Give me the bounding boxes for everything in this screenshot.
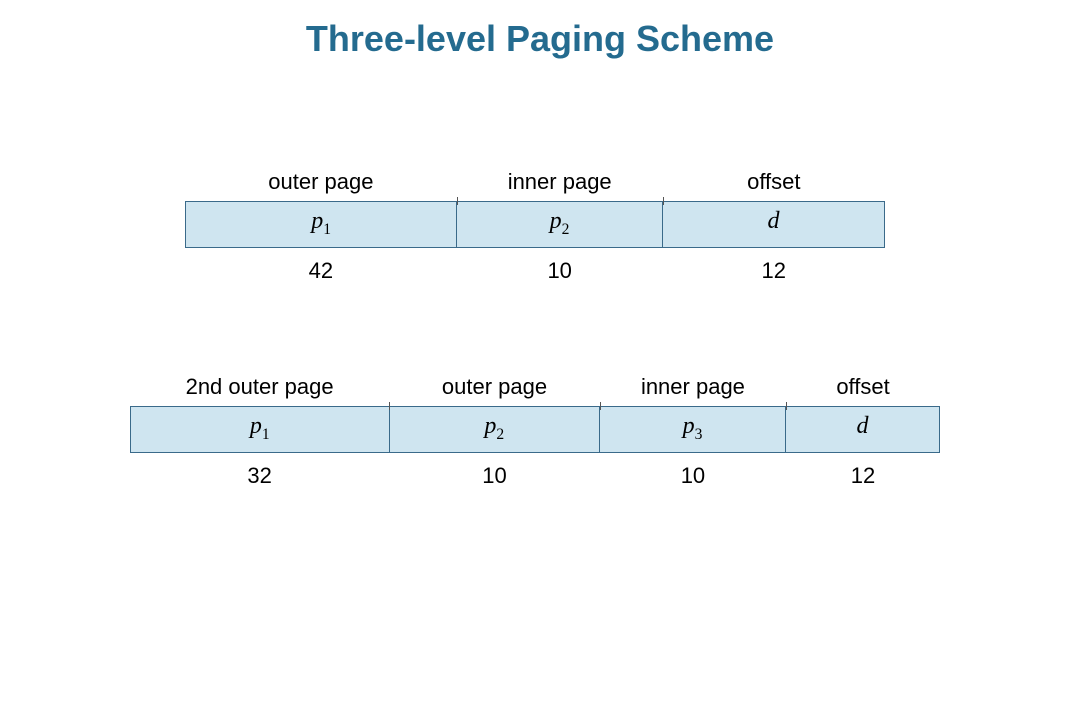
- three-level-diagram: 2nd outer pageouter pageinner pageoffset…: [130, 370, 940, 495]
- segment-bits: 32: [130, 459, 389, 495]
- segment-label: outer page: [185, 165, 457, 201]
- segment-label: outer page: [389, 370, 600, 406]
- segment-bits: 10: [600, 459, 786, 495]
- segment-bits: 42: [185, 254, 457, 290]
- segment-symbol: p1: [131, 407, 390, 452]
- labels-row-2: 2nd outer pageouter pageinner pageoffset: [130, 370, 940, 406]
- segment-symbol: p2: [390, 407, 600, 452]
- two-level-diagram: outer pageinner pageoffset p1p2d 421012: [185, 165, 885, 290]
- labels-row-1: outer pageinner pageoffset: [185, 165, 885, 201]
- bits-row-2: 32101012: [130, 459, 940, 495]
- address-bar-2: p1p2p3d: [130, 406, 940, 453]
- segment-bits: 12: [663, 254, 885, 290]
- bits-row-1: 421012: [185, 254, 885, 290]
- segment-label: offset: [786, 370, 940, 406]
- segment-label: offset: [663, 165, 885, 201]
- segment-label: inner page: [457, 165, 663, 201]
- address-bar-1: p1p2d: [185, 201, 885, 248]
- segment-label: inner page: [600, 370, 786, 406]
- segment-symbol: p3: [600, 407, 786, 452]
- segment-bits: 12: [786, 459, 940, 495]
- segment-bits: 10: [457, 254, 663, 290]
- segment-symbol: p1: [186, 202, 457, 247]
- segment-label: 2nd outer page: [130, 370, 389, 406]
- segment-symbol: d: [786, 407, 939, 452]
- segment-symbol: p2: [457, 202, 663, 247]
- segment-symbol: d: [663, 202, 884, 247]
- segment-bits: 10: [389, 459, 600, 495]
- slide: Three-level Paging Scheme outer pageinne…: [0, 0, 1080, 720]
- slide-title: Three-level Paging Scheme: [0, 18, 1080, 60]
